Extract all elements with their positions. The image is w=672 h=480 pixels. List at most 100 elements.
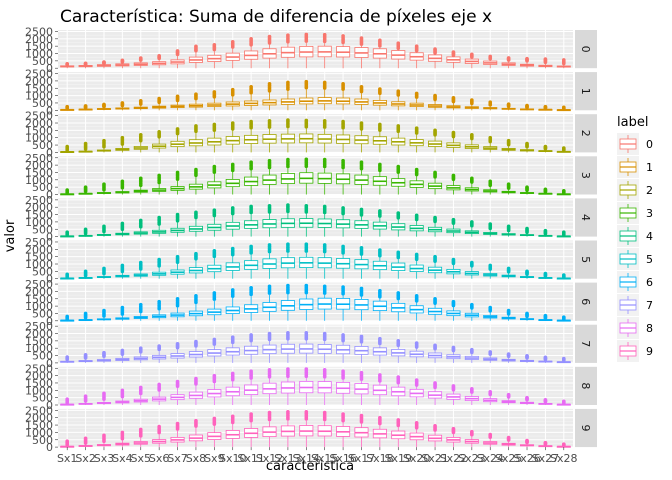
outlier-point	[543, 355, 548, 360]
outlier-point	[267, 331, 272, 336]
boxplot-Sx5	[133, 176, 148, 195]
boxplot-Sx19	[391, 250, 406, 279]
boxplot-Sx28	[556, 58, 571, 69]
boxplot-Sx9	[207, 337, 222, 363]
y-tick-label: 500	[32, 434, 53, 447]
y-tick-label: 0	[46, 441, 53, 454]
boxplot-Sx25	[501, 56, 516, 69]
outlier-point	[470, 220, 474, 224]
boxplot-Sx4	[115, 430, 130, 448]
boxplot-Sx21	[428, 381, 443, 405]
boxplot-Sx7	[170, 94, 185, 111]
strip-label: 3	[579, 172, 592, 179]
strip-label: 4	[579, 214, 592, 221]
outlier-point	[138, 302, 143, 307]
outlier-point	[396, 41, 401, 46]
outlier-point	[414, 421, 419, 425]
boxplot-Sx7	[170, 342, 185, 363]
boxplot-Sx17	[354, 370, 369, 405]
boxplot-Sx16	[336, 285, 351, 321]
outlier-point	[562, 105, 566, 110]
boxplot-Sx26	[519, 269, 535, 279]
boxplot-Sx2	[78, 227, 93, 237]
boxplot-Sx6	[152, 96, 167, 111]
legend-item-1: 1	[617, 156, 653, 178]
boxplot-Sx24	[483, 305, 498, 321]
y-tick-label: 2500	[25, 278, 53, 291]
outlier-point	[396, 418, 401, 422]
boxplot-Sx15	[317, 284, 332, 321]
outlier-point	[451, 426, 456, 431]
boxplot-Sx7	[170, 49, 185, 69]
outlier-point	[304, 242, 309, 246]
y-tick-label: 2000	[25, 243, 53, 256]
boxplot-Sx27	[538, 57, 553, 69]
boxplot-Sx12	[262, 331, 277, 363]
outlier-point	[470, 429, 474, 434]
legend-label: 6	[646, 276, 653, 289]
outlier-point	[470, 176, 474, 181]
outlier-point	[506, 435, 511, 440]
strip-background	[575, 30, 597, 69]
outlier-point	[120, 58, 125, 63]
outlier-point	[194, 251, 198, 256]
outlier-point	[414, 91, 419, 96]
y-tick-label: 2000	[25, 370, 53, 383]
outlier-point	[267, 82, 272, 86]
x-tick-label: Sx27	[532, 452, 560, 465]
boxplot-Sx22	[446, 299, 461, 321]
outlier-point	[212, 164, 217, 169]
boxplot-Sx10	[225, 335, 240, 363]
boxplot-Sx11	[244, 285, 259, 321]
boxplot-Sx19	[391, 89, 406, 111]
boxplot-Sx14	[299, 79, 314, 111]
y-tick-label: 0	[46, 146, 53, 159]
boxplot-Sx13	[280, 203, 295, 237]
boxplot-Sx18	[372, 122, 387, 153]
outlier-point	[138, 132, 143, 137]
outlier-point	[157, 130, 161, 134]
boxplot-Sx28	[556, 146, 571, 153]
outlier-point	[378, 288, 382, 293]
strip-background	[575, 366, 597, 405]
outlier-point	[341, 82, 345, 86]
outlier-point	[562, 356, 566, 361]
boxplot-Sx23	[464, 387, 479, 405]
panel-background	[58, 72, 573, 111]
outlier-point	[378, 415, 382, 420]
boxplot-Sx11	[244, 333, 259, 363]
x-tick-label: Sx8	[186, 452, 207, 465]
outlier-point	[433, 343, 437, 348]
boxplot-Sx26	[519, 438, 535, 448]
boxplot-Sx9	[207, 164, 222, 195]
outlier-point	[175, 127, 180, 131]
y-tick-label: 2500	[25, 404, 53, 417]
boxplot-Sx8	[188, 210, 203, 237]
outlier-point	[378, 209, 382, 213]
strip-label: 6	[579, 298, 592, 305]
outlier-point	[506, 352, 511, 356]
outlier-point	[304, 79, 309, 84]
boxplot-Sx8	[188, 167, 203, 195]
outlier-point	[433, 128, 437, 133]
outlier-point	[414, 252, 419, 257]
outlier-point	[230, 87, 235, 92]
strip-label: 8	[579, 382, 592, 389]
x-axis-title: caracteristica	[266, 459, 354, 474]
outlier-point	[506, 308, 511, 313]
boxplot-Sx3	[96, 60, 112, 69]
outlier-point	[249, 412, 253, 416]
legend-label: 1	[646, 161, 653, 174]
boxplot-Sx23	[464, 429, 479, 448]
x-tick-label: Sx9	[204, 452, 225, 465]
outlier-point	[525, 311, 529, 316]
boxplot-Sx9	[207, 208, 222, 237]
boxplot-Sx17	[354, 36, 369, 69]
x-tick-label: Sx20	[403, 452, 431, 465]
boxplot-Sx25	[501, 392, 516, 405]
outlier-point	[414, 378, 419, 382]
outlier-point	[488, 222, 493, 226]
y-tick-label: 2000	[25, 117, 53, 130]
boxplot-Sx2	[78, 185, 93, 195]
outlier-point	[120, 135, 125, 140]
